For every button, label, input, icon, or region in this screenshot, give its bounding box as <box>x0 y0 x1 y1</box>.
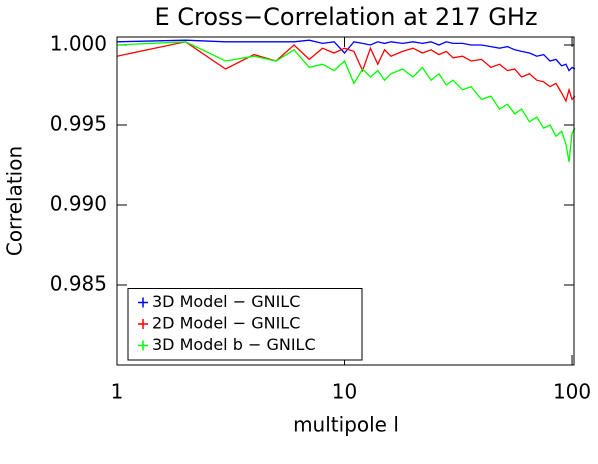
y-tick-label: 0.990 <box>50 192 107 216</box>
y-tick-label: 0.995 <box>50 112 107 136</box>
series-line <box>116 41 576 103</box>
x-axis-label: multipole l <box>293 413 399 437</box>
legend-label: 3D Model b − GNILC <box>152 335 316 354</box>
y-axis-label: Correlation <box>3 146 27 256</box>
legend-label: 3D Model − GNILC <box>152 292 300 311</box>
x-tick-label: 1 <box>111 380 124 404</box>
series-line <box>116 39 576 72</box>
legend-marker <box>138 319 148 329</box>
legend-label: 2D Model − GNILC <box>152 314 300 333</box>
x-tick-label: 100 <box>553 380 591 404</box>
series-line <box>116 41 576 162</box>
legend-marker <box>138 297 148 308</box>
chart-title: E Cross−Correlation at 217 GHz <box>154 3 537 31</box>
x-tick-label: 10 <box>332 380 357 404</box>
y-tick-label: 1.000 <box>50 32 107 56</box>
y-tick-label: 0.985 <box>50 272 107 296</box>
legend-box <box>127 288 363 361</box>
plot-frame <box>116 36 575 366</box>
legend-marker <box>138 340 148 351</box>
